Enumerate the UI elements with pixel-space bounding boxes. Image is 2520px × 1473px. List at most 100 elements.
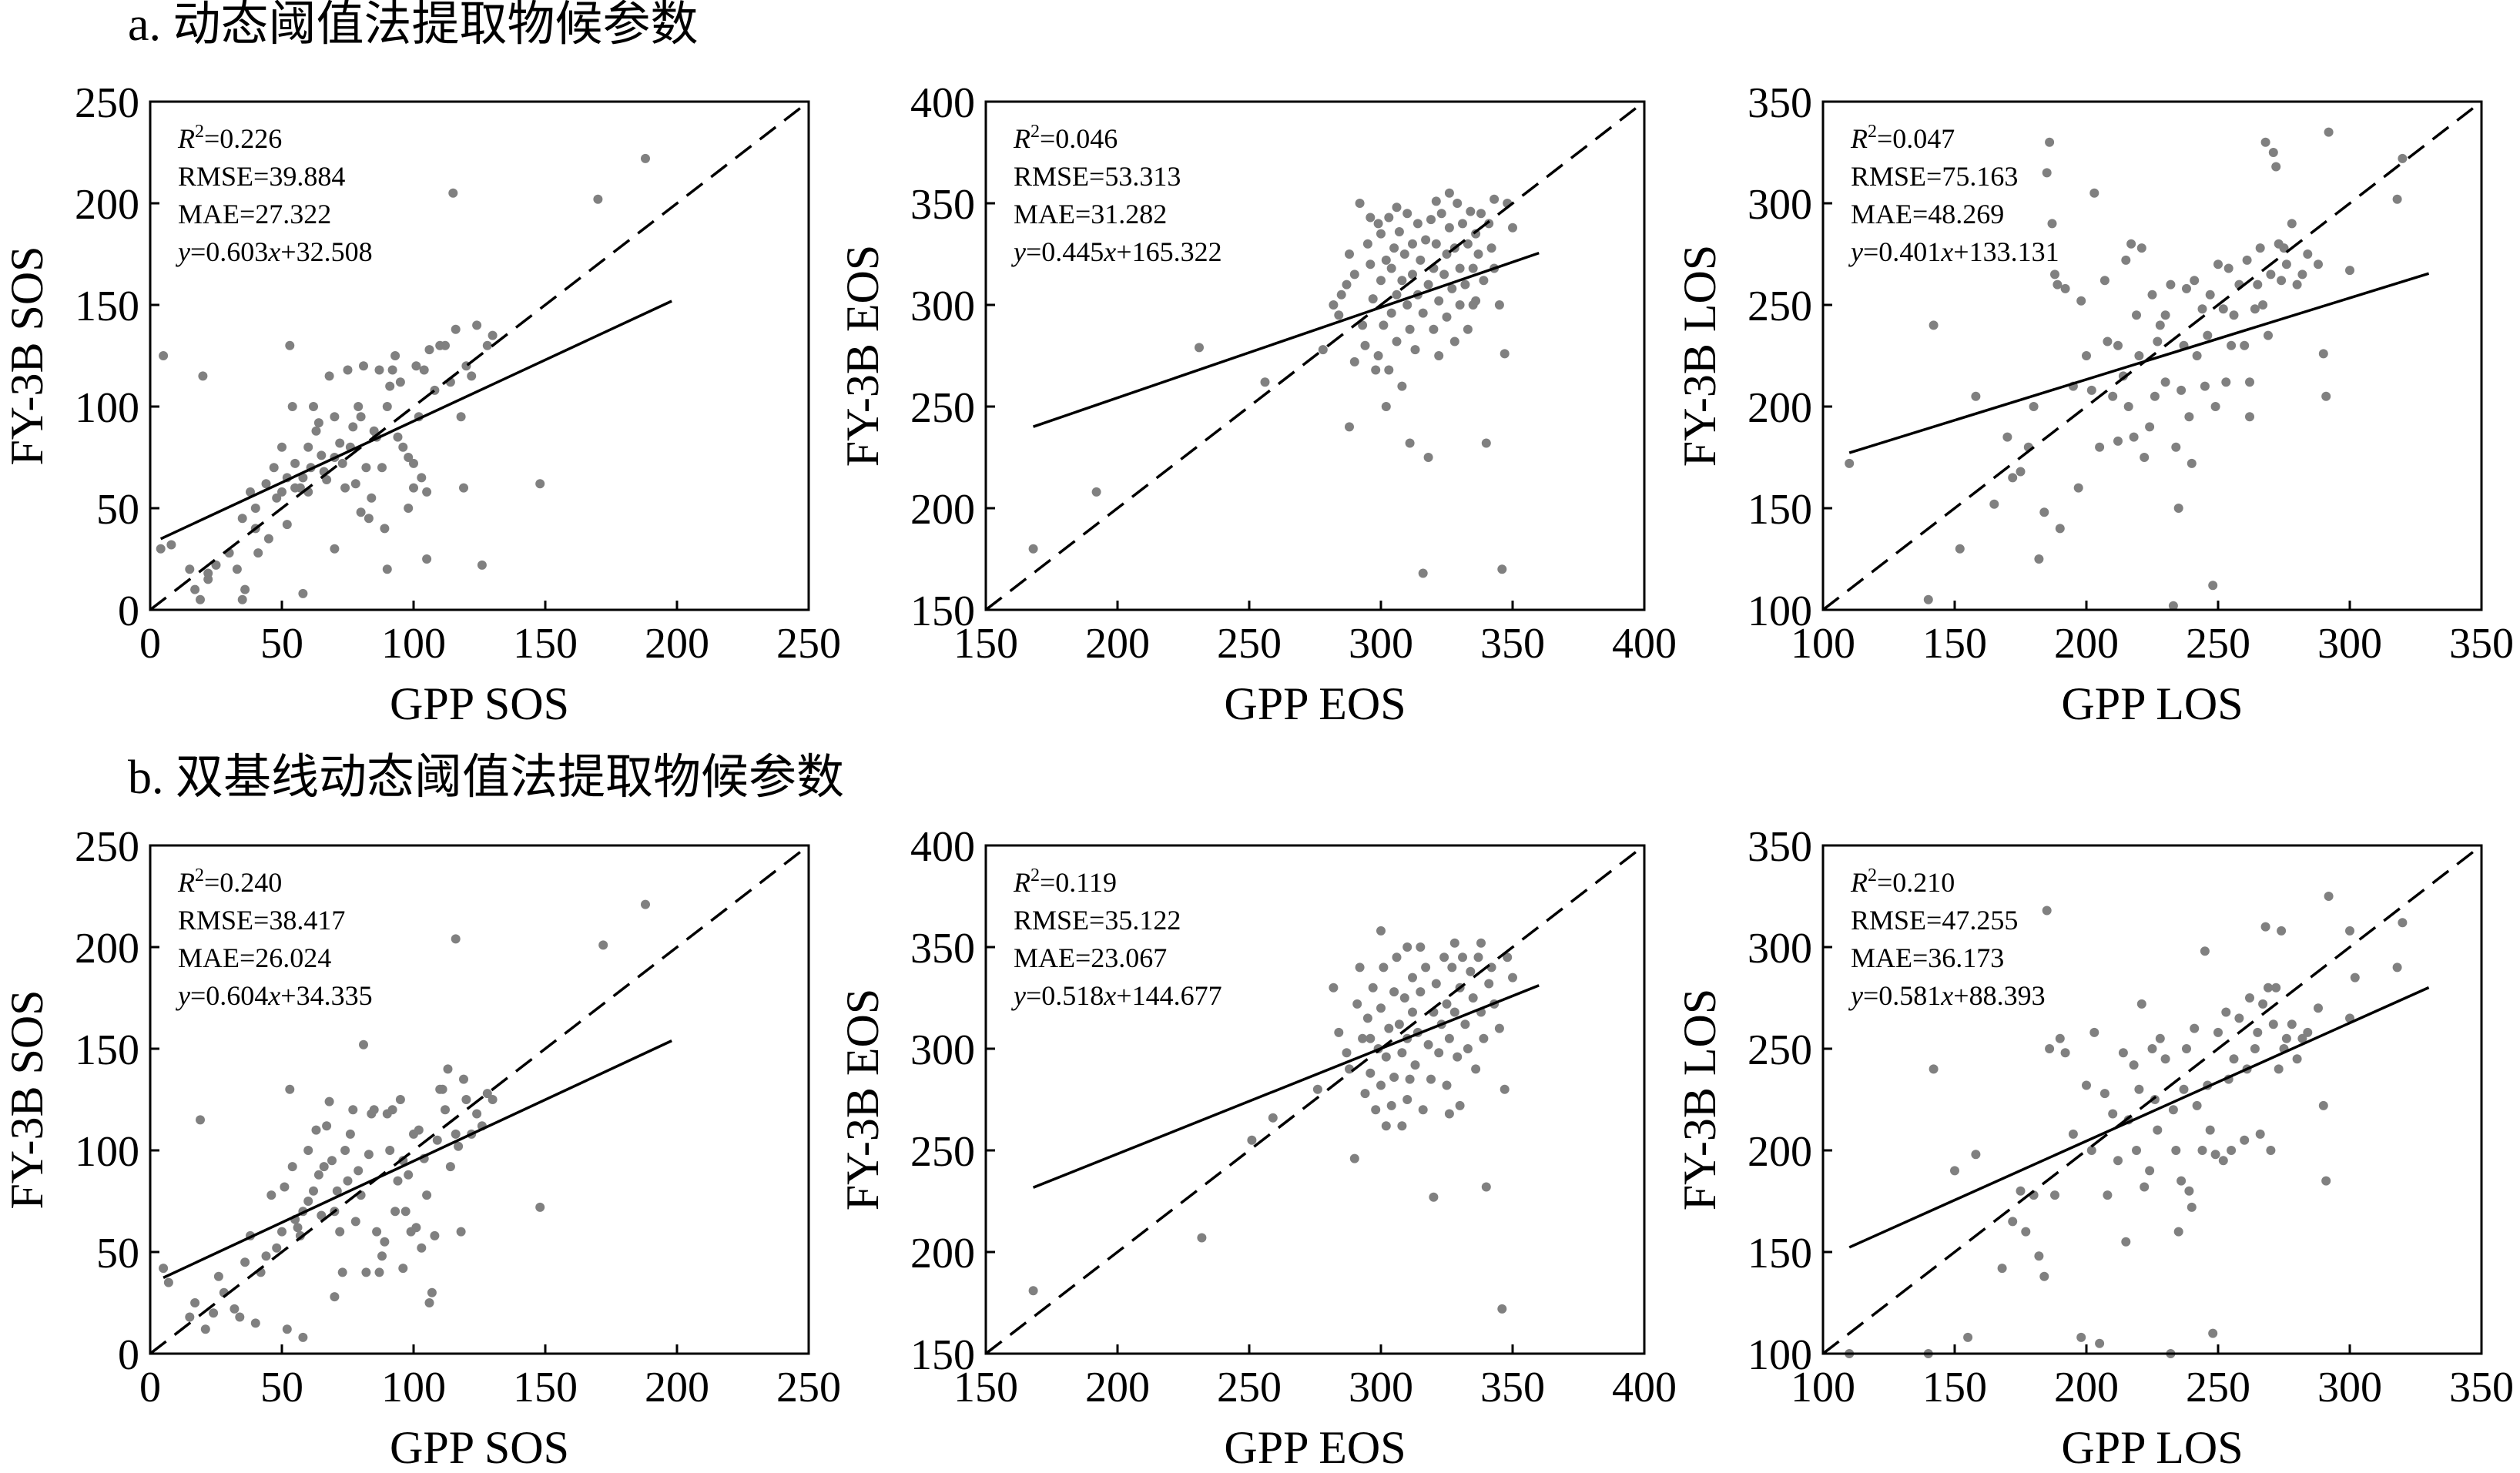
- data-point: [1963, 1332, 1973, 1342]
- data-point: [417, 1243, 427, 1253]
- data-point: [2192, 1100, 2202, 1110]
- data-point: [1439, 269, 1449, 280]
- data-point: [322, 475, 332, 484]
- data-point: [641, 899, 650, 909]
- data-point: [261, 479, 271, 489]
- data-point: [250, 504, 260, 513]
- data-point: [1497, 1304, 1507, 1314]
- data-point: [422, 1190, 432, 1200]
- y-tick-label: 300: [910, 283, 975, 330]
- data-point: [277, 487, 287, 497]
- plot-frame: [1821, 844, 2483, 1355]
- data-point: [1397, 1121, 1407, 1131]
- data-point: [2314, 1003, 2323, 1013]
- data-point: [387, 1105, 397, 1115]
- data-point: [1384, 213, 1394, 223]
- data-point: [246, 487, 255, 497]
- plot-frame: [149, 844, 810, 1355]
- stat-r2: R2=0.046: [1013, 122, 1118, 154]
- data-point: [200, 1324, 210, 1334]
- x-axis-label: GPP SOS: [390, 1422, 569, 1473]
- data-point: [451, 324, 461, 334]
- data-point: [1455, 1100, 1465, 1110]
- data-point: [235, 1312, 245, 1322]
- data-point: [1376, 926, 1386, 936]
- stat-equation: y=0.401x+133.131: [1848, 236, 2059, 267]
- data-point: [2321, 391, 2331, 401]
- data-point: [2021, 1227, 2031, 1237]
- data-point: [2255, 1129, 2265, 1139]
- data-point: [1442, 999, 1452, 1009]
- y-tick-label: 250: [1748, 1026, 1812, 1074]
- y-tick-label: 250: [1748, 283, 1812, 330]
- y-tick-label: 250: [75, 79, 139, 127]
- data-point: [1412, 219, 1423, 229]
- data-point: [2392, 962, 2402, 973]
- data-point: [395, 1095, 405, 1104]
- data-point: [2324, 892, 2334, 901]
- data-point: [1392, 203, 1402, 213]
- data-point: [395, 377, 405, 387]
- data-point: [1471, 1064, 1481, 1074]
- data-point: [2266, 1146, 2276, 1155]
- y-tick-label: 150: [910, 588, 975, 635]
- data-point: [2016, 467, 2026, 477]
- data-point: [1386, 308, 1396, 318]
- stat-r2: R2=0.047: [1850, 122, 1955, 154]
- data-point: [361, 463, 371, 473]
- data-point: [477, 560, 487, 570]
- data-point: [303, 1146, 313, 1155]
- data-point: [1463, 239, 1473, 249]
- data-point: [159, 1264, 169, 1274]
- data-point: [1458, 219, 1467, 229]
- plot-frame: [984, 100, 1646, 611]
- data-point: [340, 483, 350, 493]
- data-point: [1453, 199, 1463, 208]
- plot-frame: [984, 844, 1646, 1355]
- data-point: [2136, 999, 2146, 1009]
- x-tick-label: 200: [645, 620, 709, 668]
- data-point: [332, 1186, 342, 1196]
- data-point: [1371, 365, 1381, 375]
- data-point: [2123, 402, 2133, 411]
- data-point: [2160, 377, 2170, 387]
- data-point: [390, 1207, 400, 1217]
- data-point: [298, 1332, 308, 1342]
- data-point: [427, 1287, 437, 1297]
- data-point: [2292, 280, 2302, 290]
- data-point: [467, 371, 477, 381]
- data-point: [1384, 365, 1394, 375]
- identity-line: [1823, 845, 2481, 1354]
- scatter-panel: 0 50 100 150 200 250 0 50 100 150 200 250 GPP SOS FY-…: [2, 79, 841, 729]
- data-point: [359, 1039, 368, 1050]
- data-point: [2297, 269, 2307, 280]
- data-point: [451, 1129, 461, 1139]
- data-point: [1376, 229, 1386, 239]
- data-point: [2173, 504, 2183, 513]
- data-point: [2099, 1089, 2109, 1099]
- data-point: [1373, 351, 1383, 360]
- data-point: [2218, 1156, 2228, 1166]
- data-point: [356, 412, 366, 422]
- data-point: [2258, 300, 2268, 310]
- data-point: [1402, 942, 1412, 952]
- y-tick-label: 350: [1748, 823, 1812, 871]
- data-point: [1318, 345, 1328, 355]
- data-point: [1989, 499, 1999, 509]
- x-tick-label: 150: [1922, 1364, 1987, 1411]
- data-point: [369, 1105, 379, 1115]
- data-point: [2264, 330, 2273, 340]
- y-tick-label: 100: [1748, 588, 1812, 635]
- data-point: [2210, 1150, 2220, 1160]
- data-point: [409, 458, 418, 468]
- stat-rmse: RMSE=35.122: [1014, 905, 1181, 936]
- data-point: [454, 1141, 464, 1151]
- data-point: [2197, 304, 2207, 314]
- data-point: [2350, 973, 2360, 983]
- data-point: [419, 365, 429, 375]
- data-point: [2029, 402, 2039, 411]
- x-axis-label: GPP LOS: [2061, 1422, 2243, 1473]
- data-point: [1091, 487, 1101, 497]
- x-tick-label: 150: [953, 620, 1018, 668]
